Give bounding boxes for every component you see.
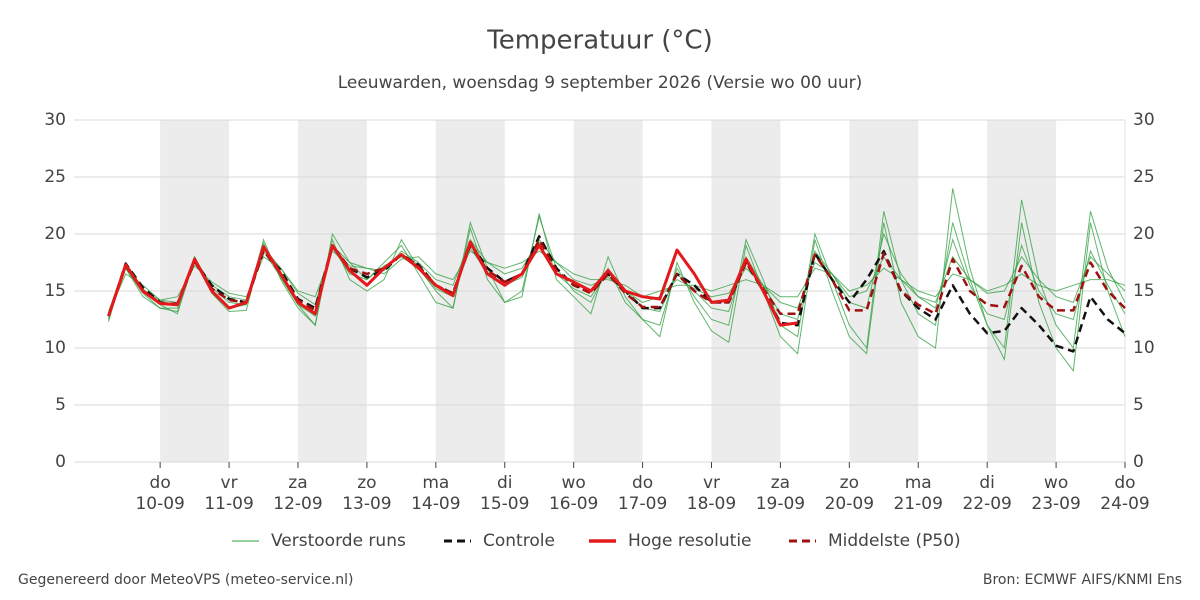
x-tick-label: do [632,473,653,493]
y2-tick-label: 0 [1133,452,1144,472]
x-tick-label: di [979,473,995,493]
y2-tick-label: 30 [1133,110,1155,130]
x-tick-label: 19-09 [756,494,805,514]
x-tick-label: di [497,473,513,493]
x-tick-label: ma [422,473,449,493]
y-tick-label: 15 [44,281,66,301]
legend-label: Verstoorde runs [271,531,406,551]
y-tick-label: 0 [55,452,66,472]
x-tick-label: 16-09 [549,494,598,514]
y2-tick-label: 10 [1133,338,1155,358]
x-tick-label: wo [561,473,585,493]
y2-tick-label: 5 [1133,395,1144,415]
x-tick-label: 18-09 [687,494,736,514]
y2-tick-label: 20 [1133,224,1155,244]
footer-right: Bron: ECMWF AIFS/KNMI Ens [983,572,1182,588]
x-tick-label: 10-09 [135,494,184,514]
x-tick-label: 22-09 [962,494,1011,514]
x-tick-label: vr [703,473,720,493]
x-tick-label: zo [357,473,376,493]
y2-tick-label: 25 [1133,167,1155,187]
chart-subtitle: Leeuwarden, woensdag 9 september 2026 (V… [338,73,863,93]
x-tick-label: 15-09 [480,494,529,514]
y-tick-label: 25 [44,167,66,187]
x-tick-label: za [288,473,307,493]
x-tick-label: 12-09 [273,494,322,514]
x-tick-label: 21-09 [894,494,943,514]
x-tick-label: 14-09 [411,494,460,514]
footer-left: Gegenereerd door MeteoVPS (meteo-service… [18,572,353,588]
legend-label: Controle [483,531,555,551]
x-tick-label: 23-09 [1031,494,1080,514]
x-tick-label: 13-09 [342,494,391,514]
x-tick-label: 20-09 [825,494,874,514]
series-line [107,240,798,327]
y-tick-label: 10 [44,338,66,358]
legend-label: Middelste (P50) [828,531,961,551]
x-tick-label: 17-09 [618,494,667,514]
y-tick-label: 30 [44,110,66,130]
y2-tick-label: 15 [1133,281,1155,301]
x-tick-label: vr [221,473,238,493]
x-tick-label: za [771,473,790,493]
x-tick-label: 24-09 [1100,494,1149,514]
x-tick-label: do [1114,473,1135,493]
legend-label: Hoge resolutie [628,531,752,551]
x-tick-label: 11-09 [204,494,253,514]
x-tick-label: ma [905,473,932,493]
y-tick-label: 5 [55,395,66,415]
x-tick-label: do [150,473,171,493]
chart-title: Temperatuur (°C) [486,26,712,56]
x-tick-label: zo [840,473,859,493]
y-tick-label: 20 [44,224,66,244]
x-tick-label: wo [1044,473,1068,493]
